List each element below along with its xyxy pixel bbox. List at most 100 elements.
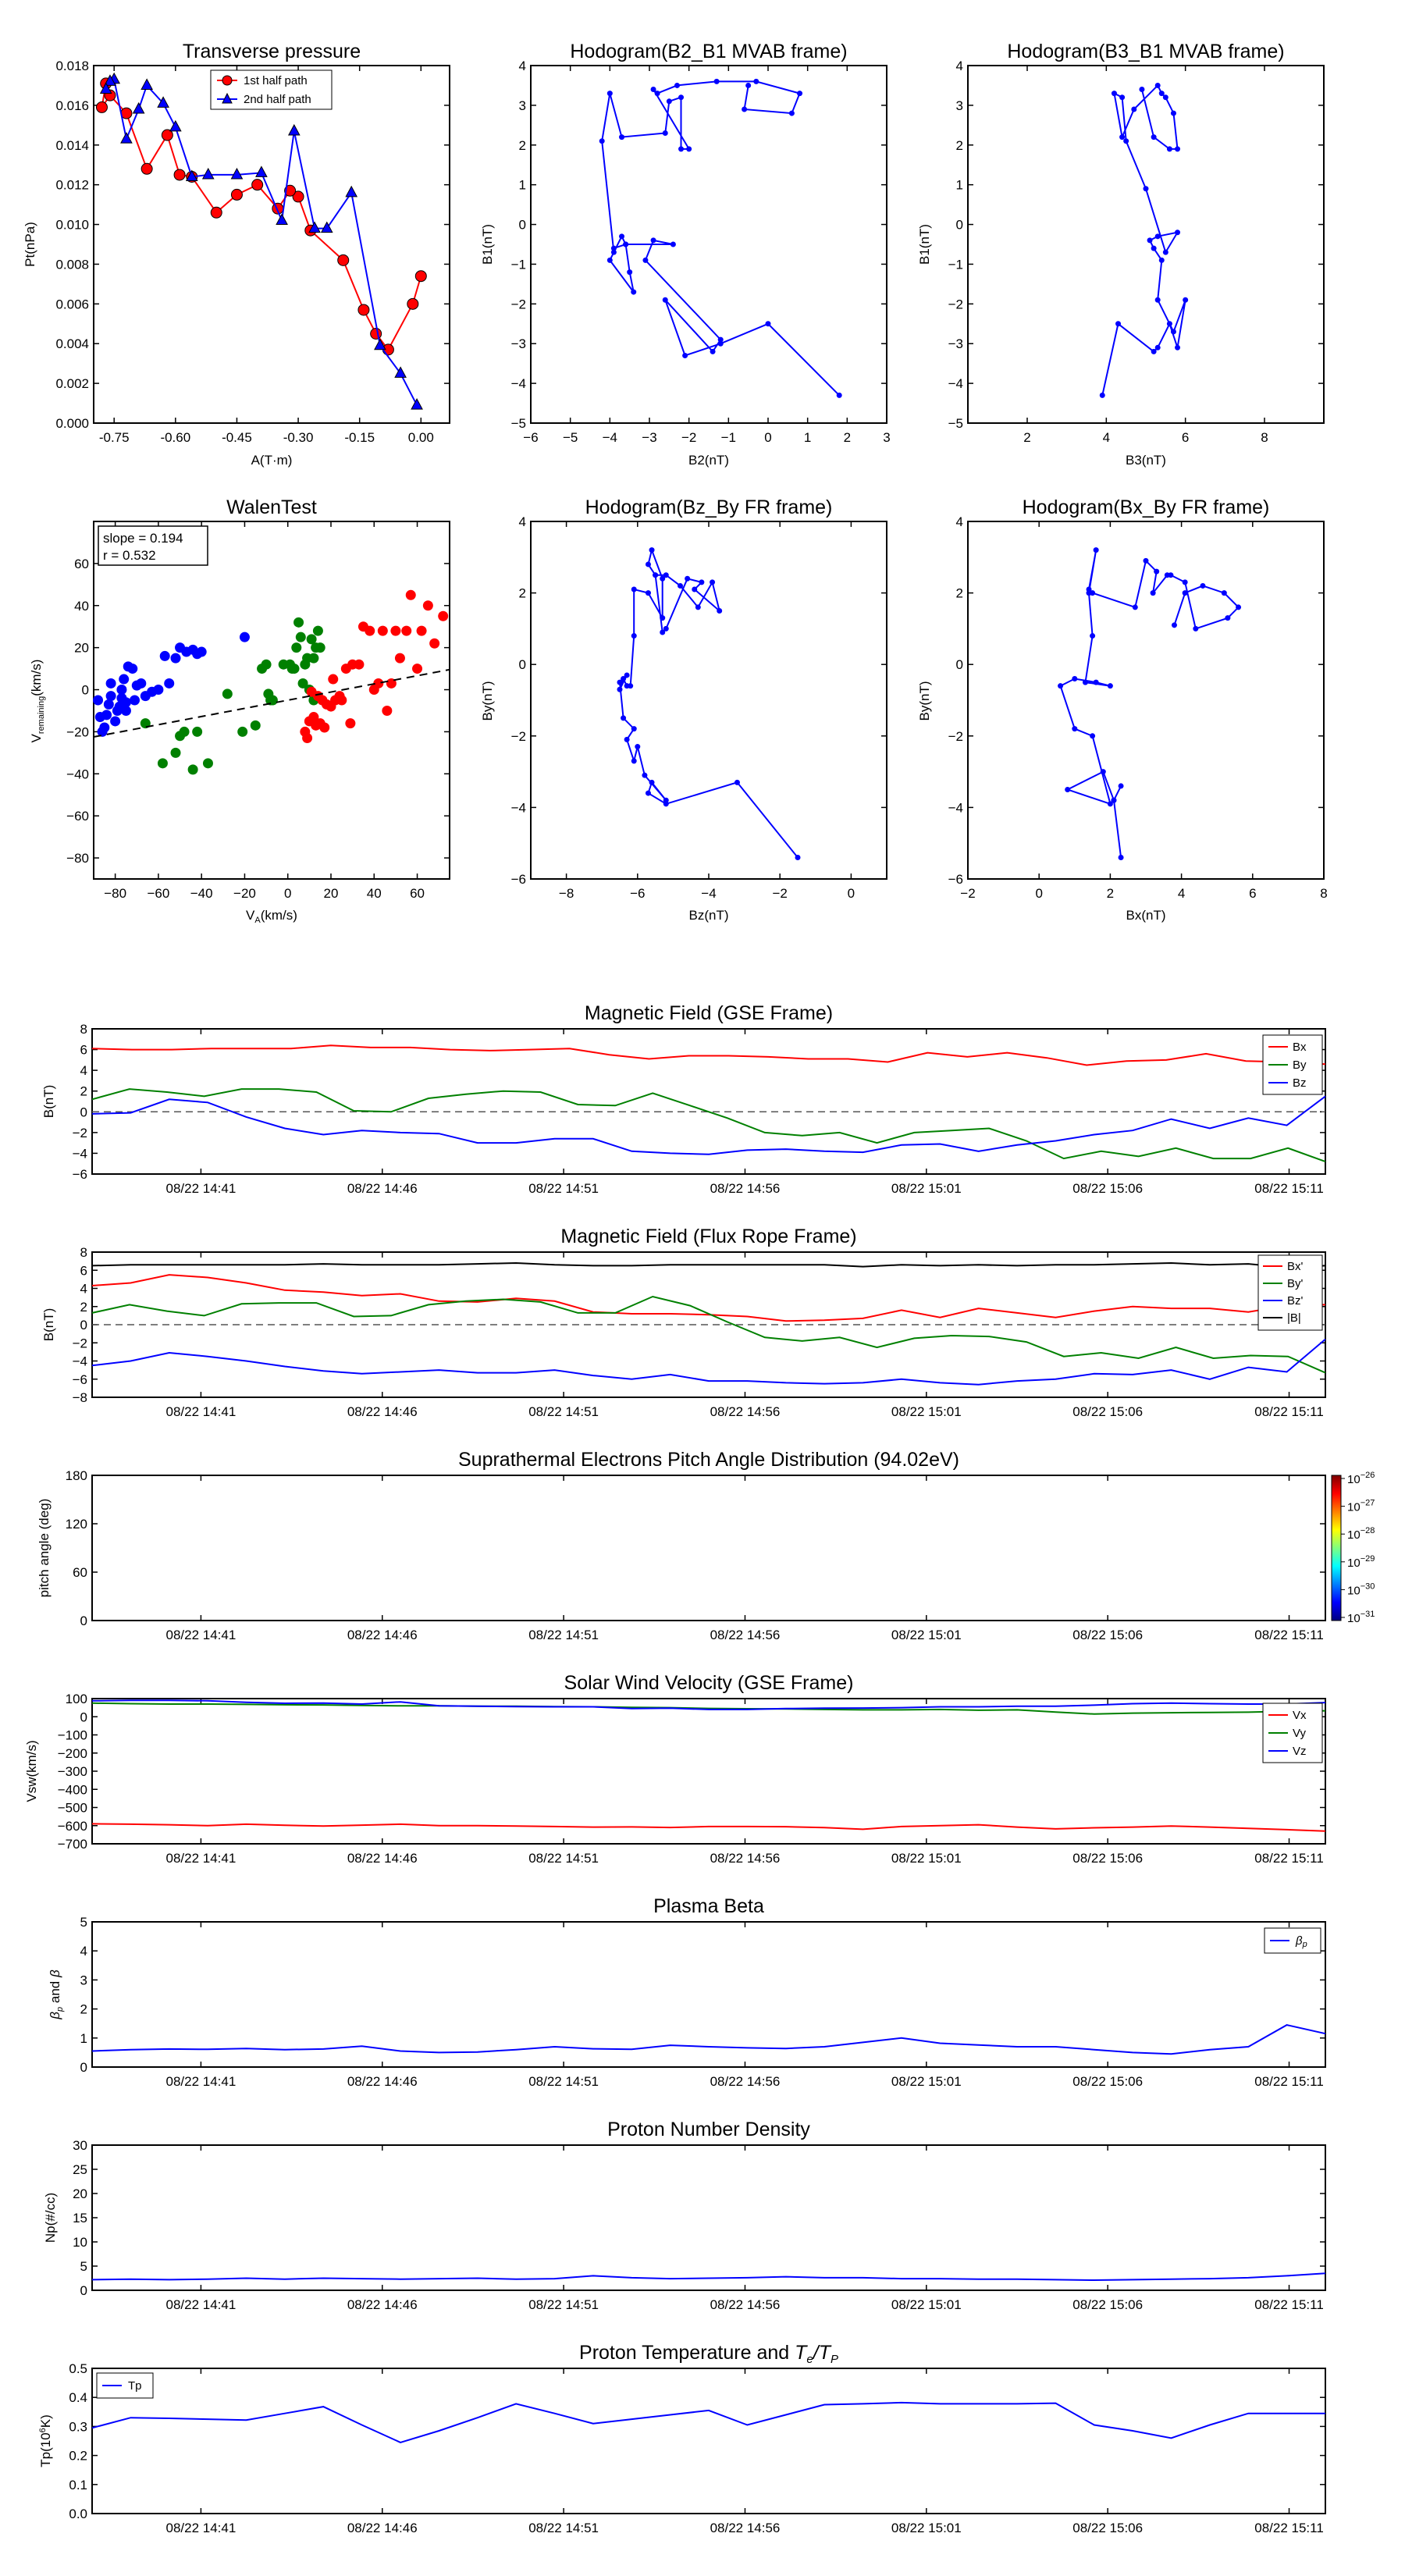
data-point <box>1143 186 1149 192</box>
x-axis-label: A(T·m) <box>251 453 293 468</box>
data-point <box>650 237 656 244</box>
data-point <box>1131 106 1137 112</box>
data-point <box>1107 683 1113 689</box>
x-tick-label: 8 <box>1320 886 1327 901</box>
data-point <box>407 297 419 310</box>
colorbar-tick-label: 10−30 <box>1347 1582 1375 1597</box>
data-point <box>660 615 666 621</box>
data-point <box>797 91 803 97</box>
y-tick-label: 120 <box>66 1517 87 1532</box>
y-tick-label: 4 <box>519 514 526 529</box>
scatter-point <box>261 659 272 670</box>
chart-title: Transverse pressure <box>183 41 361 62</box>
x-tick-label: 08/22 14:56 <box>710 1851 781 1866</box>
y-tick-label: 60 <box>74 557 89 571</box>
x-tick-label: 4 <box>1103 430 1110 445</box>
series-line <box>91 1274 1326 1322</box>
y-tick-label: 2 <box>519 586 526 601</box>
y-tick-label: −8 <box>73 1390 87 1405</box>
scatter-point <box>157 758 168 769</box>
x-tick-label: 08/22 14:56 <box>710 2297 781 2312</box>
data-point <box>788 110 795 116</box>
y-axis-label: Np(#/cc) <box>43 2193 58 2243</box>
plot-frame <box>91 1921 1326 2068</box>
data-point <box>230 167 244 180</box>
x-tick-label: 2 <box>844 430 851 445</box>
data-point <box>692 586 698 592</box>
x-tick-label: 08/22 14:56 <box>710 2074 781 2089</box>
data-point <box>1158 257 1165 263</box>
y-tick-label: 1 <box>519 178 526 193</box>
x-tick-label: 40 <box>367 886 382 901</box>
scatter-point <box>302 732 313 743</box>
hodogram-line <box>1101 84 1186 396</box>
y-axis-label: By(nT) <box>480 681 495 721</box>
data-point <box>1132 604 1138 610</box>
data-point <box>1175 146 1181 152</box>
scatter-point <box>196 646 207 657</box>
x-tick-label: 08/22 14:51 <box>528 1851 599 1866</box>
x-tick-label: 08/22 15:01 <box>891 2297 962 2312</box>
x-tick-label: 08/22 15:01 <box>891 2521 962 2535</box>
legend-entry: Vz <box>1293 1745 1307 1758</box>
plot-frame <box>91 1475 1326 1621</box>
x-tick-label: −4 <box>701 886 716 901</box>
hodogram-line <box>1059 550 1240 858</box>
fit-annotation: slope = 0.194 r = 0.532 <box>98 525 208 566</box>
y-tick-label: 2 <box>519 138 526 153</box>
data-point <box>617 686 623 692</box>
scatter-point <box>354 659 365 670</box>
data-point <box>1158 91 1165 97</box>
x-tick-label: 08/22 15:11 <box>1254 2297 1324 2312</box>
data-point <box>370 328 382 340</box>
legend-entry: 1st half path <box>244 74 308 87</box>
data-point <box>606 91 613 97</box>
x-tick-label: 08/22 14:41 <box>166 2297 237 2312</box>
y-tick-label: 6 <box>80 1263 87 1278</box>
data-point <box>836 392 842 398</box>
series-line <box>91 1702 1326 1715</box>
y-axis-label: Vsw(km/s) <box>24 1740 39 1802</box>
x-axis-label: Bx(nT) <box>1126 908 1166 923</box>
colorbar-tick-label: 10−29 <box>1347 1554 1375 1570</box>
x-tick-label: 08/22 15:06 <box>1072 2297 1143 2312</box>
x-tick-label: 08/22 14:41 <box>166 2521 237 2535</box>
y-tick-label: 0.016 <box>55 98 89 113</box>
y-tick-label: −700 <box>58 1837 87 1852</box>
legend-entry: Tp <box>128 2379 142 2393</box>
y-tick-label: −300 <box>58 1764 87 1779</box>
scatter-point <box>105 691 116 702</box>
data-point <box>201 167 215 180</box>
legend-entry: By <box>1293 1059 1307 1072</box>
scatter-point <box>377 625 388 636</box>
colorbar-tick-label: 10−27 <box>1347 1499 1375 1514</box>
series-line <box>91 1088 1326 1163</box>
chart-title: Magnetic Field (Flux Rope Frame) <box>560 1226 856 1247</box>
y-tick-label: 1 <box>80 2031 87 2046</box>
x-tick-label: 08/22 15:01 <box>891 1851 962 1866</box>
scatter-point <box>120 697 131 708</box>
x-tick-label: -0.15 <box>344 430 375 445</box>
series-line <box>91 1699 1326 1710</box>
y-tick-label: 180 <box>66 1468 87 1483</box>
data-point <box>666 98 672 105</box>
y-tick-label: 4 <box>80 1944 87 1959</box>
x-tick-label: 08/22 14:46 <box>347 1851 418 1866</box>
colorbar-tick-label: 10−28 <box>1347 1526 1375 1542</box>
y-tick-label: −2 <box>948 297 963 311</box>
data-point <box>1093 679 1099 685</box>
y-tick-label: 2 <box>80 1300 87 1315</box>
y-tick-label: 10 <box>73 2235 87 2250</box>
data-point <box>631 586 637 592</box>
data-point <box>1162 249 1168 255</box>
x-tick-label: 08/22 15:11 <box>1254 1628 1324 1642</box>
data-point <box>1151 348 1157 354</box>
y-tick-label: 40 <box>74 599 89 614</box>
y-axis-label: Pt(nPa) <box>23 222 37 267</box>
y-tick-label: 0 <box>519 657 526 672</box>
y-tick-label: 0 <box>80 1614 87 1628</box>
y-tick-label: 20 <box>74 641 89 656</box>
legend-entry: Bx <box>1293 1041 1307 1054</box>
scatter-point <box>315 642 325 653</box>
series-line <box>91 1095 1326 1155</box>
